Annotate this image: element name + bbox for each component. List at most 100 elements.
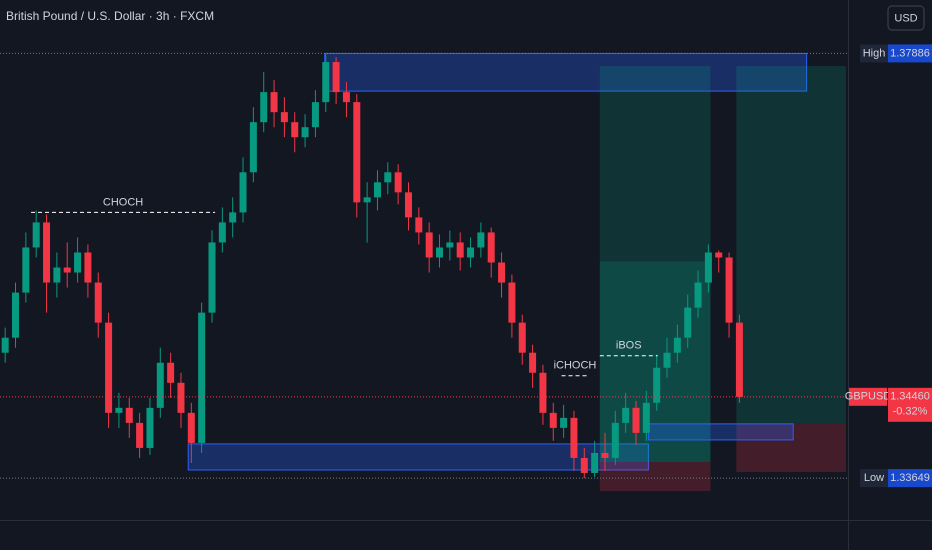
candle-body (63, 267, 71, 273)
candle-body (601, 452, 609, 458)
currency-label: USD (894, 12, 917, 24)
candle-body (394, 172, 402, 193)
candle-body (43, 222, 51, 283)
candle-body (311, 102, 319, 128)
candle-body (549, 412, 557, 428)
overlays: CHOCH iCHOCH iBOS (0, 52, 848, 479)
candle-body (94, 282, 102, 323)
last-price-name: GBPUSD (845, 391, 892, 403)
candles (1, 53, 743, 479)
candle-body (260, 92, 268, 123)
candle-body (673, 337, 681, 353)
candle-body (725, 257, 733, 323)
candle-body (136, 422, 144, 448)
candle-body (146, 407, 154, 448)
price-level-value: 1.33649 (890, 472, 930, 484)
candle-body (456, 242, 464, 258)
candle-body (663, 352, 671, 368)
candle-body (229, 212, 237, 223)
last-price-value: 1.34460 (890, 391, 930, 403)
candle-body (560, 417, 568, 428)
candle-body (373, 182, 381, 198)
candle-body (218, 222, 226, 243)
annotation-label: iCHOCH (554, 360, 597, 372)
candle-body (684, 307, 692, 338)
candle-body (32, 222, 40, 248)
candle-body (498, 262, 506, 283)
candle-body (611, 422, 619, 458)
chart-title: British Pound / U.S. Dollar · 3h · FXCM (6, 9, 214, 23)
candle-body (446, 242, 454, 248)
currency-button[interactable] (887, 5, 925, 31)
candle-body (12, 292, 20, 338)
candle-body (404, 192, 412, 218)
candle-body (22, 247, 30, 293)
candle-body (156, 362, 164, 408)
candle-body (353, 102, 361, 203)
price-level-box (888, 44, 932, 63)
candle-body (622, 407, 630, 423)
candle-body (632, 407, 640, 433)
zone (599, 461, 711, 492)
candle-body (487, 232, 495, 263)
candle-body (125, 407, 133, 423)
zone (187, 443, 649, 471)
annotation-label: iBOS (616, 340, 642, 352)
candle-body (735, 322, 743, 397)
candle-body (167, 362, 175, 383)
candle-body (322, 62, 330, 103)
candle-body (539, 372, 547, 413)
price-level-value: 1.37886 (890, 47, 930, 59)
candle-body (570, 417, 578, 458)
candle-body (694, 282, 702, 308)
last-price-change: -0.32% (893, 406, 928, 418)
candle-body (53, 267, 61, 283)
candle-body (467, 247, 475, 258)
price-level-tag (860, 469, 888, 488)
candle-body (239, 172, 247, 213)
zone (324, 52, 808, 92)
candle-body (642, 402, 650, 433)
candle-body (280, 112, 288, 123)
zone (736, 423, 846, 472)
candle-body (529, 352, 537, 373)
last-price-box (888, 387, 932, 422)
last-price-name-box (849, 387, 887, 406)
candle-body (415, 217, 423, 233)
candle-body (115, 407, 123, 413)
candle-body (518, 322, 526, 353)
candle-body (105, 322, 113, 413)
candle-body (301, 127, 309, 138)
candle-body (187, 412, 195, 443)
candle-body (653, 367, 661, 403)
candle-body (580, 457, 588, 473)
candle-body (436, 247, 444, 258)
candle-body (477, 232, 485, 248)
price-level-name: High (863, 47, 886, 59)
candle-body (591, 452, 599, 473)
annotation-label: CHOCH (103, 196, 143, 208)
candle-body (342, 92, 350, 103)
candle-body (704, 252, 712, 283)
candle-body (291, 122, 299, 138)
candle-body (208, 242, 216, 313)
candle-body (363, 197, 371, 203)
zone (736, 66, 846, 424)
candle-body (332, 62, 340, 93)
candle-body (74, 252, 82, 273)
candle-body (198, 312, 206, 443)
price-level-name: Low (864, 472, 884, 484)
candle-body (425, 232, 433, 258)
price-level-tag (860, 44, 888, 63)
price-level-box (888, 469, 932, 488)
candle-body (384, 172, 392, 183)
candle-body (1, 337, 9, 353)
candle-body (508, 282, 516, 323)
zone (647, 423, 794, 441)
candle-body (715, 252, 723, 258)
candle-body (270, 92, 278, 113)
candle-body (249, 122, 257, 173)
